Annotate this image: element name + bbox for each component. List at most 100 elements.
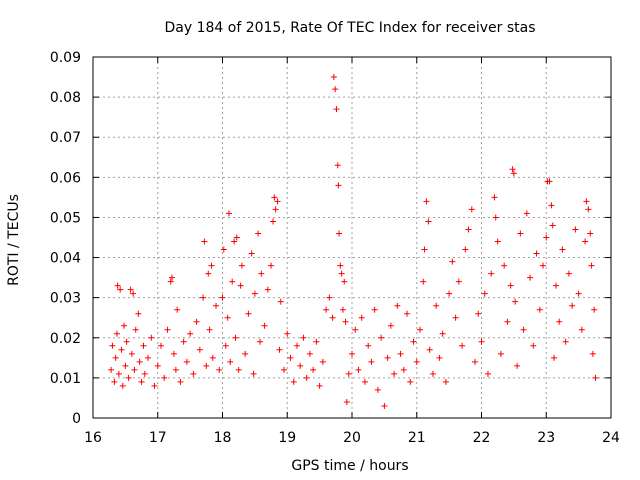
data-point: [196, 346, 203, 353]
data-point: [135, 310, 142, 317]
data-point: [201, 238, 208, 245]
data-point: [237, 282, 244, 289]
data-point: [536, 306, 543, 313]
y-tick-label: 0.03: [50, 291, 81, 307]
data-point: [205, 270, 212, 277]
data-point: [449, 258, 456, 265]
data-point: [125, 374, 132, 381]
x-axis-label: GPS time / hours: [291, 458, 408, 474]
data-point: [303, 374, 310, 381]
data-point: [209, 354, 216, 361]
data-point: [504, 318, 511, 325]
data-point: [397, 350, 404, 357]
data-point: [127, 286, 134, 293]
data-point: [514, 362, 521, 369]
data-point: [227, 358, 234, 365]
data-point: [141, 370, 148, 377]
data-point: [109, 342, 116, 349]
data-point: [258, 270, 265, 277]
data-point: [170, 350, 177, 357]
x-tick-label: 21: [408, 430, 426, 446]
data-point: [559, 246, 566, 253]
y-tick-label: 0.02: [50, 331, 81, 347]
data-point: [251, 290, 258, 297]
data-point: [345, 370, 352, 377]
y-tick-labels: 0 0.01 0.02 0.03 0.04 0.05 0.06 0.07 0.08 0.09: [50, 50, 81, 427]
data-point: [277, 298, 284, 305]
data-point: [423, 198, 430, 205]
data-point: [413, 358, 420, 365]
data-point: [507, 282, 514, 289]
data-point: [501, 262, 508, 269]
data-point: [164, 326, 171, 333]
data-point: [338, 270, 345, 277]
data-point: [121, 322, 128, 329]
data-point: [276, 346, 283, 353]
data-point: [284, 330, 291, 337]
data-point: [112, 354, 119, 361]
data-point: [546, 178, 553, 185]
data-point: [274, 198, 281, 205]
data-point: [319, 358, 326, 365]
data-point: [540, 262, 547, 269]
data-point: [575, 290, 582, 297]
data-point: [368, 358, 375, 365]
data-point: [229, 278, 236, 285]
data-point: [391, 370, 398, 377]
x-tick-label: 18: [214, 430, 232, 446]
data-point: [281, 366, 288, 373]
data-point: [510, 170, 517, 177]
data-point: [426, 346, 433, 353]
x-tick-label: 20: [343, 430, 361, 446]
data-point: [232, 334, 239, 341]
data-point: [222, 342, 229, 349]
grid-lines: [93, 57, 611, 418]
data-point: [478, 338, 485, 345]
data-points: [108, 74, 599, 409]
data-point: [339, 306, 346, 313]
data-point: [425, 218, 432, 225]
y-tick-label: 0.09: [50, 50, 81, 66]
data-point: [341, 278, 348, 285]
data-point: [115, 370, 122, 377]
data-point: [180, 338, 187, 345]
data-point: [123, 338, 130, 345]
data-point: [161, 374, 168, 381]
data-point: [172, 366, 179, 373]
data-point: [446, 290, 453, 297]
data-point: [257, 338, 264, 345]
data-point: [306, 350, 313, 357]
data-point: [174, 306, 181, 313]
data-point: [187, 330, 194, 337]
data-point: [416, 326, 423, 333]
data-point: [468, 206, 475, 213]
x-tick-label: 17: [149, 430, 167, 446]
data-point: [589, 350, 596, 357]
data-point: [355, 366, 362, 373]
data-point: [481, 290, 488, 297]
data-point: [268, 262, 275, 269]
data-point: [151, 382, 158, 389]
data-point: [343, 398, 350, 405]
data-point: [231, 238, 238, 245]
y-tick-label: 0.04: [50, 251, 81, 267]
data-point: [592, 374, 599, 381]
data-point: [264, 286, 271, 293]
data-point: [336, 230, 343, 237]
data-point: [114, 282, 121, 289]
data-point: [407, 378, 414, 385]
data-point: [128, 350, 135, 357]
data-point: [442, 378, 449, 385]
data-point: [452, 314, 459, 321]
data-point: [332, 86, 339, 93]
data-point: [255, 230, 262, 237]
data-point: [475, 310, 482, 317]
data-point: [465, 226, 472, 233]
data-point: [131, 366, 138, 373]
x-tick-labels: 16 17 18 19 20 21 22 23 24: [84, 430, 620, 446]
data-point: [488, 270, 495, 277]
data-point: [384, 354, 391, 361]
data-point: [551, 354, 558, 361]
data-point: [132, 326, 139, 333]
data-point: [582, 238, 589, 245]
